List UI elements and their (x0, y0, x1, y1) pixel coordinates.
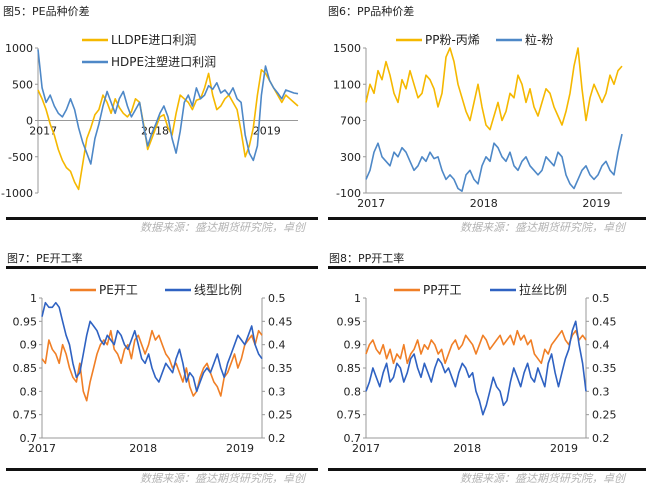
source-note: 数据来源：盛达期货研究院，卓创 (140, 472, 305, 485)
figure-title-8: 图8：PP开工率 (329, 252, 405, 265)
series-line (37, 49, 299, 165)
legend-label: PE开工 (99, 283, 138, 297)
series-line (365, 329, 587, 365)
legend-label: PP开工 (423, 283, 461, 297)
y-tick-label: 1000 (5, 42, 33, 55)
chart-pp-operating-rate: 1 0.95 0.9 0.85 0.8 0.75 0.7 0.5 0.45 0.4 0.35 0.3 0… (337, 282, 617, 455)
x-tick-label: 2017 (28, 442, 56, 455)
y-tick-label: 0.9 (344, 339, 362, 352)
y-tick-label: 0.8 (344, 385, 362, 398)
source-note: 数据来源：盛达期货研究院，卓创 (460, 221, 625, 234)
y-tick-label: 0.7 (20, 432, 38, 445)
x-tick-label: 2019 (226, 442, 254, 455)
x-tick-label: 2018 (470, 197, 498, 210)
y-tick-label: 1500 (333, 42, 361, 55)
figure-title-6: 图6：PP品种价差 (328, 5, 415, 18)
y-tick-label: 0.9 (20, 339, 38, 352)
y-tick-label-right: 0.3 (592, 385, 610, 398)
y-tick-label: 500 (12, 78, 33, 91)
y-tick-label: 0.75 (13, 409, 38, 422)
y-tick-label: -1000 (1, 187, 33, 200)
figure-title-7: 图7：PE开工率 (7, 252, 83, 265)
x-tick-label: 2018 (453, 442, 481, 455)
divider-rule (328, 217, 646, 220)
source-note: 数据来源：盛达期货研究院，卓创 (460, 472, 625, 485)
x-tick-label: 2019 (253, 125, 281, 138)
y-tick-label: 1 (354, 292, 361, 305)
y-tick-label-right: 0.3 (268, 385, 286, 398)
x-tick-label: 2017 (352, 442, 380, 455)
divider-rule (6, 266, 318, 269)
y-tick-label: 0.95 (337, 315, 362, 328)
figure-title-5: 图5：PE品种价差 (3, 5, 90, 18)
y-tick-label-right: 0.4 (268, 339, 286, 352)
y-tick-label-right: 0.5 (592, 292, 610, 305)
series-line (365, 133, 623, 192)
x-tick-label: 2019 (550, 442, 578, 455)
y-tick-label: 1 (30, 292, 37, 305)
y-tick-label: 0.7 (344, 432, 362, 445)
divider-rule (328, 266, 646, 269)
series-line (365, 47, 623, 131)
y-tick-label: 0 (26, 115, 33, 128)
series-line (41, 301, 263, 393)
divider-rule (328, 468, 646, 471)
chart-pe-operating-rate: 1 0.95 0.9 0.85 0.8 0.75 0.7 0.5 0.45 0.4 0.35 0.3 0… (13, 283, 293, 455)
y-tick-label: 0.95 (13, 315, 38, 328)
y-tick-label-right: 0.35 (592, 362, 617, 375)
y-tick-label-right: 0.2 (592, 432, 610, 445)
y-tick-label: 1100 (333, 78, 361, 91)
x-tick-label: 2018 (129, 442, 157, 455)
legend-label: HDPE注塑进口利润 (111, 54, 216, 69)
y-tick-label: 0.85 (13, 362, 38, 375)
y-tick-label: 700 (340, 115, 361, 128)
series-line (37, 68, 299, 191)
y-tick-label-right: 0.5 (268, 292, 286, 305)
y-tick-label-right: 0.45 (592, 315, 617, 328)
y-tick-label-right: 0.2 (268, 432, 286, 445)
y-tick-label: 0.75 (337, 409, 362, 422)
series-line (365, 320, 587, 416)
legend-label: LLDPE进口利润 (111, 33, 196, 47)
y-tick-label: 300 (340, 151, 361, 164)
y-tick-label-right: 0.35 (268, 362, 293, 375)
x-tick-label: 2019 (582, 197, 610, 210)
legend-label: 线型比例 (194, 283, 242, 297)
y-tick-label: 0.85 (337, 362, 362, 375)
y-tick-label-right: 0.25 (592, 409, 617, 422)
divider-rule (6, 468, 318, 471)
y-tick-label: 0.8 (20, 385, 38, 398)
y-tick-label: -500 (8, 151, 33, 164)
x-tick-label: 2017 (29, 125, 57, 138)
legend-label: 拉丝比例 (519, 282, 567, 297)
x-tick-label: 2017 (357, 197, 385, 210)
y-tick-label-right: 0.4 (592, 339, 610, 352)
legend-label: 粒-粉 (525, 32, 553, 47)
y-tick-label: -100 (336, 187, 361, 200)
y-tick-label-right: 0.25 (268, 409, 293, 422)
divider-rule (6, 217, 318, 220)
legend-label: PP粉-丙烯 (425, 33, 480, 47)
source-note: 数据来源：盛达期货研究院，卓创 (140, 221, 305, 234)
y-tick-label-right: 0.45 (268, 315, 293, 328)
